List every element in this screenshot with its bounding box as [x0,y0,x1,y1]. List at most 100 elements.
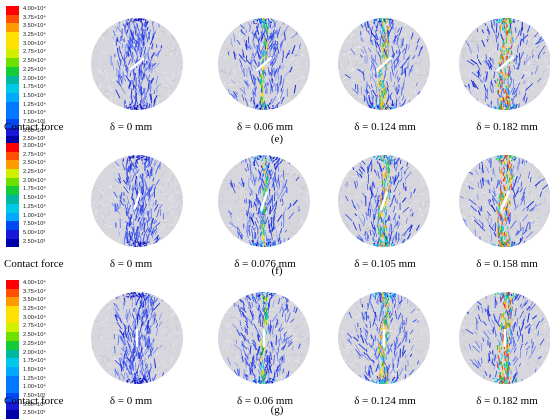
scale-swatch [6,76,19,85]
displacement-label: δ = 0 mm [76,121,186,133]
scale-swatch [6,169,19,178]
scale-swatch [6,315,19,324]
scale-swatch [6,323,19,332]
scale-value: 1.00×10⁴ [23,109,46,118]
displacement-label: δ = 0.158 mm [452,258,550,270]
scale-value: 3.75×10⁴ [23,14,46,23]
disc-specimen-image [336,153,432,249]
displacement-label: δ = 0.124 mm [330,395,440,407]
scale-swatch [6,297,19,306]
scale-swatch [6,6,19,15]
scale-swatch [6,350,19,359]
scale-swatch [6,23,19,32]
scale-swatch [6,341,19,350]
scale-value: 2.25×10⁴ [23,340,46,349]
scale-value: 1.00×10⁴ [23,383,46,392]
displacement-label: δ = 0.182 mm [452,121,550,133]
contact-force-label: Contact force [4,258,64,270]
scale-swatch [6,367,19,376]
scale-value: 1.25×10⁴ [23,101,46,110]
scale-swatch [6,58,19,67]
scale-value: 3.25×10⁴ [23,31,46,40]
disc-specimen-image [216,290,312,386]
scale-value: 2.25×10⁴ [23,66,46,75]
scale-value: 2.00×10⁴ [23,75,46,84]
scale-swatch [6,143,19,152]
scale-value: 2.50×10⁴ [23,57,46,66]
scale-value: 3.75×10⁴ [23,288,46,297]
scale-value: 3.50×10⁴ [23,296,46,305]
scale-swatch [6,213,19,222]
scale-value: 4.00×10⁴ [23,5,46,14]
scale-swatch [6,32,19,41]
scale-value: 1.75×10⁴ [23,83,46,92]
scale-value: 2.75×10⁴ [23,151,46,160]
scale-swatch [6,67,19,76]
scale-value: 2.50×10⁴ [23,331,46,340]
displacement-label: δ = 0.105 mm [330,258,440,270]
displacement-label: δ = 0.06 mm [210,395,320,407]
scale-swatch [6,306,19,315]
scale-swatch [6,93,19,102]
scale-value: 2.50×10³ [23,409,45,418]
scale-swatch [6,102,19,111]
scale-swatch [6,239,19,248]
disc-specimen-image [89,290,185,386]
scale-value: 1.50×10⁴ [23,366,46,375]
scale-swatch [6,41,19,50]
scale-swatch [6,376,19,385]
scale-value: 3.25×10⁴ [23,305,46,314]
disc-specimen-image [457,153,550,249]
scale-value: 4.00×10⁴ [23,279,46,288]
scale-swatch [6,204,19,213]
scale-swatch [6,178,19,187]
scale-swatch [6,49,19,58]
scale-value: 3.00×10⁴ [23,314,46,323]
scale-swatch [6,332,19,341]
disc-specimen-image [336,290,432,386]
disc-specimen-image [216,153,312,249]
displacement-label: δ = 0.076 mm [210,258,320,270]
scale-value: 2.75×10⁴ [23,322,46,331]
scale-value: 1.00×10⁴ [23,212,46,221]
displacement-label: δ = 0 mm [76,395,186,407]
disc-specimen-image [89,153,185,249]
panel-label: (g) [267,404,287,416]
scale-swatch [6,289,19,298]
scale-value: 1.25×10⁴ [23,203,46,212]
scale-swatch [6,384,19,393]
scale-value: 3.50×10⁴ [23,22,46,31]
displacement-label: δ = 0.124 mm [330,121,440,133]
scale-value: 2.00×10⁴ [23,177,46,186]
scale-entry: 2.50×10³ [6,239,66,248]
scale-swatch [6,358,19,367]
scale-swatch [6,186,19,195]
scale-value: 1.75×10⁴ [23,185,46,194]
scale-swatch [6,160,19,169]
scale-swatch [6,195,19,204]
scale-value: 1.50×10⁴ [23,92,46,101]
scale-value: 2.25×10⁴ [23,168,46,177]
displacement-label: δ = 0.182 mm [452,395,550,407]
scale-value: 3.00×10⁴ [23,40,46,49]
scale-swatch [6,152,19,161]
scale-value: 2.50×10³ [23,238,45,247]
scale-swatch [6,280,19,289]
scale-swatch [6,110,19,119]
scale-value: 3.00×10⁴ [23,142,46,151]
displacement-label: δ = 0.06 mm [210,121,320,133]
disc-specimen-image [336,16,432,112]
scale-value: 5.00×10³ [23,229,45,238]
disc-specimen-image [216,16,312,112]
scale-swatch [6,84,19,93]
disc-specimen-image [457,290,550,386]
scale-value: 2.50×10⁴ [23,159,46,168]
scale-value: 1.75×10⁴ [23,357,46,366]
scale-value: 1.50×10⁴ [23,194,46,203]
scale-value: 7.50×10³ [23,220,45,229]
displacement-label: δ = 0 mm [76,258,186,270]
